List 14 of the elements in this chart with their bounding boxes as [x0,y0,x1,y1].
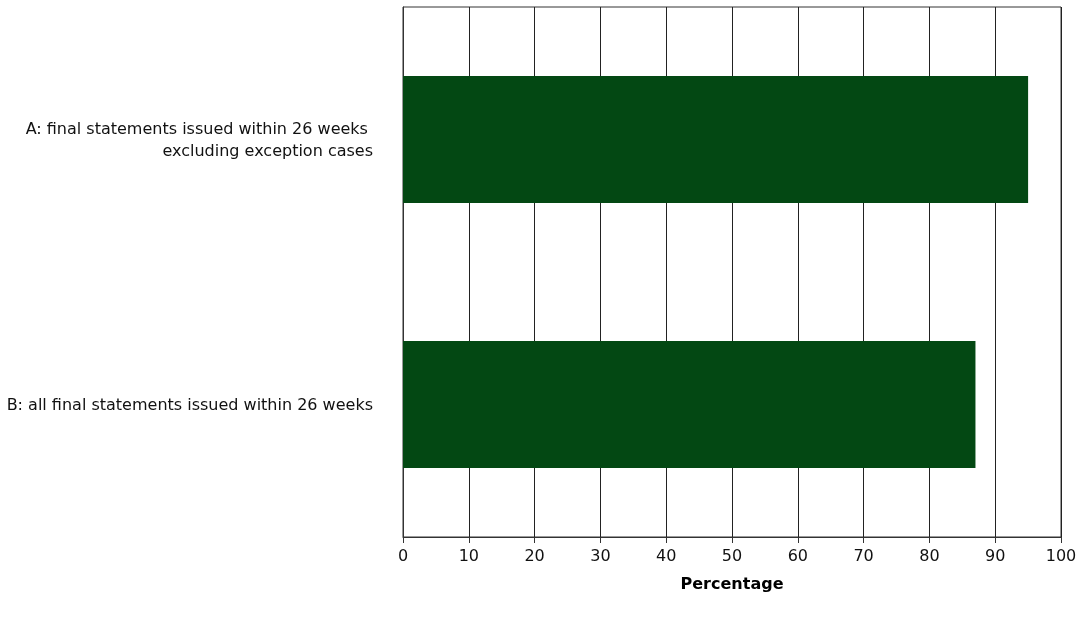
x-tick-label: 40 [656,545,677,565]
x-axis-title: Percentage [680,573,784,593]
x-tick-label: 70 [853,545,874,565]
x-tick-label: 60 [787,545,808,565]
x-tick-label: 90 [985,545,1006,565]
x-tick-label: 0 [397,545,409,565]
x-tick-label: 20 [524,545,545,565]
x-tick-label: 50 [721,545,743,565]
x-tick-label: 10 [458,545,479,565]
y-tick-label: A: final statements issued within 26 weeks excluding exception cases [25,119,373,160]
x-tick-label: 80 [919,545,940,565]
y-tick-label: B: all final statements issued within 26 weeks [6,395,373,414]
x-tick-label: 30 [590,545,611,565]
x-tick-label: 100 [1045,545,1077,565]
